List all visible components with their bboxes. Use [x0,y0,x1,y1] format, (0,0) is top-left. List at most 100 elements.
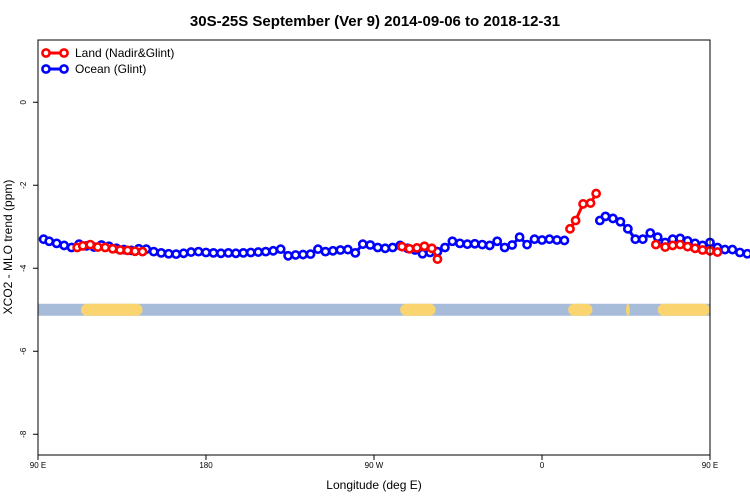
land-data-point [404,243,415,254]
land-band-segment [80,303,143,316]
ocean-data-point [357,239,368,250]
ocean-legend-marker [59,64,69,74]
ocean-data-point [454,238,465,249]
land-band-segment [400,303,436,316]
land-band-segment [626,303,630,316]
ocean-data-point [193,246,204,257]
ocean-data-point [186,247,196,257]
ocean-data-point [734,247,745,258]
surface-band [38,303,710,316]
land-data-point [77,240,88,251]
land-data-point [100,242,111,253]
x-tick-label: 0 [540,461,545,470]
ocean-data-point [201,247,211,258]
land-data-point [137,246,148,257]
ocean-data-point [720,244,730,255]
ocean-data-point [305,249,316,260]
ocean-data-point [559,235,570,246]
ocean-data-point [652,232,663,243]
ocean-data-point [44,236,55,247]
ocean-data-point [230,248,241,259]
ocean-data-point [51,238,62,249]
ocean-data-point [313,244,323,255]
land-data-point [419,241,430,252]
ocean-data-point [484,240,495,251]
x-tick-label: 90 E [702,461,718,470]
land-data-point [570,215,581,226]
ocean-data-point [645,228,656,238]
ocean-data-point [600,211,611,222]
land-data-point [585,198,596,208]
ocean-data-point [615,216,626,227]
ocean-data-point [253,247,264,257]
land-data-point [130,246,140,257]
ocean-data-point [216,248,226,259]
land-data-point [667,240,678,251]
land-legend-marker [41,48,51,58]
land-band-segment [568,303,593,316]
ocean-data-point [320,246,331,257]
ocean-data-point [499,242,510,253]
ocean-data-point [440,242,450,253]
ocean-data-point [552,235,562,245]
ocean-data-point [365,240,376,250]
ocean-data-point [275,244,286,255]
y-tick-label: -4 [19,264,28,272]
land-data-point [675,239,686,250]
ocean-data-point [469,238,480,249]
land-legend-marker [59,48,69,58]
land-data-point [565,223,575,234]
ocean-data-point [622,223,633,234]
x-tick-label: 180 [199,461,213,470]
ocean-data-point [630,234,641,245]
land-data-point [107,243,118,254]
land-data-point [591,188,602,199]
plot-series [38,188,750,265]
ocean-legend-marker [41,64,51,74]
ocean-data-point [350,247,361,258]
ocean-data-point [148,246,159,257]
ocean-data-point [59,240,70,251]
land-data-point [426,243,437,254]
ocean-data-point [507,240,518,250]
ocean-data-point [544,234,555,245]
ocean-data-point [372,242,383,253]
ocean-data-point [537,235,547,245]
ocean-data-point [342,244,353,255]
land-data-point [85,239,96,250]
land-data-point [122,245,133,256]
ocean-data-point [637,234,648,245]
x-axis-label: Longitude (deg E) [326,478,421,492]
ocean-data-point [387,242,398,253]
y-tick-label: -6 [19,347,28,355]
land-data-point [697,245,708,255]
ocean-data-point [492,236,503,247]
y-tick-label: -8 [19,430,28,438]
land-data-point [92,242,103,252]
x-tick-label: 90 E [30,461,46,470]
ocean-data-point [477,239,488,250]
x-axis: 90 E 180 90 W 0 90 E [30,455,718,470]
ocean-data-point [522,239,532,250]
ocean-data-point [171,249,182,260]
ocean-data-point [742,248,750,259]
land-data-point [690,243,700,254]
ocean-data-point [268,245,279,256]
land-band-segment [657,303,710,316]
land-data-point [712,247,723,257]
ocean-data-point [208,247,219,258]
ocean-data-point [727,244,738,255]
land-data-point [660,242,671,252]
ocean-legend-label: Ocean (Glint) [75,62,146,76]
x-tick-label: 90 W [365,461,384,470]
ocean-data-point [447,236,458,247]
land-data-point [682,241,693,252]
ocean-band [38,303,710,316]
land-data-point [397,241,407,252]
ocean-data-point [529,234,540,245]
y-axis: 0 -2 -4 -6 -8 [19,99,38,438]
land-data-point [115,245,126,255]
chart-title: 30S-25S September (Ver 9) 2014-09-06 to … [190,13,560,30]
ocean-data-point [380,243,391,254]
